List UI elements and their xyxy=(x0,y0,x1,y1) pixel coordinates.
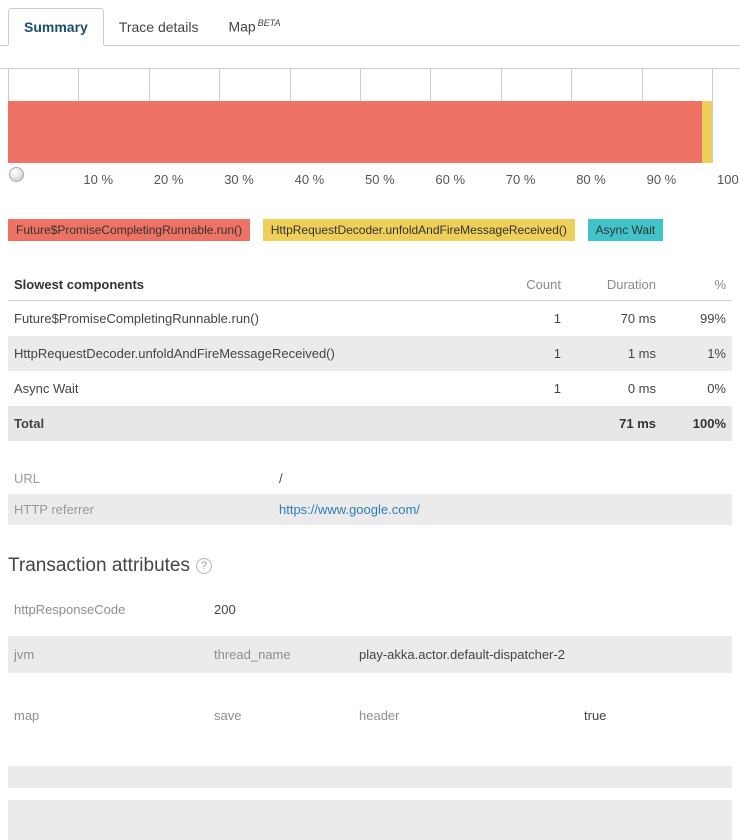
referrer-label: HTTP referrer xyxy=(14,502,94,517)
tab-trace-details-label: Trace details xyxy=(118,19,199,35)
url-value: / xyxy=(279,471,283,486)
component-name: HttpRequestDecoder.unfoldAndFireMessageR… xyxy=(14,346,335,361)
request-details: URL / HTTP referrer https://www.google.c… xyxy=(8,463,732,525)
attribute-value: play-akka.actor.default-dispatcher-2 xyxy=(359,647,565,662)
chart-legend: Future$PromiseCompletingRunnable.run() H… xyxy=(8,219,732,241)
attribute-row-placeholder xyxy=(8,766,732,788)
attribute-key: jvm xyxy=(14,647,35,662)
attribute-subkey: header xyxy=(359,708,400,723)
attribute-row: httpResponseCode 200 xyxy=(8,593,732,626)
component-percent: 99% xyxy=(699,311,726,326)
tab-bar: Summary Trace details Map BETA xyxy=(0,0,740,46)
slowest-components-table: Slowest components Count Duration % Futu… xyxy=(8,269,732,441)
attribute-key: map xyxy=(14,708,40,723)
referrer-row: HTTP referrer https://www.google.com/ xyxy=(8,494,732,525)
attribute-value: 200 xyxy=(214,602,236,617)
component-count: 1 xyxy=(553,311,561,326)
x-axis-tick-label: 100 % xyxy=(717,172,740,187)
url-label: URL xyxy=(14,471,41,486)
bar-segment[interactable] xyxy=(702,101,712,163)
tab-map[interactable]: Map BETA xyxy=(213,8,295,45)
referrer-link[interactable]: https://www.google.com/ xyxy=(279,502,420,517)
legend-item-http-request-decoder[interactable]: HttpRequestDecoder.unfoldAndFireMessageR… xyxy=(262,219,575,241)
chart-slider-handle[interactable] xyxy=(9,167,24,182)
x-axis-tick-label: 90 % xyxy=(646,172,677,187)
component-duration: 0 ms xyxy=(627,381,656,396)
table-total-row: Total 71 ms 100% xyxy=(8,406,732,441)
table-header-row: Slowest components Count Duration % xyxy=(8,269,732,301)
table-row: Future$PromiseCompletingRunnable.run() 1… xyxy=(8,301,732,336)
legend-item-promise-runnable[interactable]: Future$PromiseCompletingRunnable.run() xyxy=(8,219,251,241)
help-icon[interactable]: ? xyxy=(196,558,212,574)
transaction-attributes-heading: Transaction attributes? xyxy=(8,555,732,577)
component-name: Async Wait xyxy=(14,381,79,396)
component-count: 1 xyxy=(553,346,561,361)
component-duration: 70 ms xyxy=(620,311,656,326)
total-duration: 71 ms xyxy=(619,416,656,431)
x-axis-tick-label: 70 % xyxy=(505,172,536,187)
column-header-percent: % xyxy=(714,277,726,292)
component-name: Future$PromiseCompletingRunnable.run() xyxy=(14,311,259,326)
attribute-key: httpResponseCode xyxy=(14,602,126,617)
gridline xyxy=(712,69,713,163)
x-axis-tick-label: 20 % xyxy=(153,172,184,187)
component-percent: 0% xyxy=(707,381,726,396)
transaction-attributes-table: httpResponseCode 200 jvm thread_name pla… xyxy=(8,593,732,840)
legend-item-async-wait[interactable]: Async Wait xyxy=(587,219,664,241)
duration-breakdown-chart: 10 % 20 % 30 % 40 % 50 % 60 % 70 % 80 % 90 % 100 … xyxy=(0,68,740,195)
x-axis-tick-label: 80 % xyxy=(576,172,606,187)
component-duration: 1 ms xyxy=(627,346,656,361)
component-percent: 1% xyxy=(707,346,726,361)
x-axis-tick-label: 30 % xyxy=(224,172,254,187)
table-row: HttpRequestDecoder.unfoldAndFireMessageR… xyxy=(8,336,732,371)
x-axis-tick-label: 10 % xyxy=(83,172,114,187)
attribute-subkey: save xyxy=(214,708,242,723)
stacked-duration-bar xyxy=(8,101,712,163)
column-header-count: Count xyxy=(526,277,561,292)
x-axis-tick-label: 40 % xyxy=(294,172,325,187)
x-axis-tick-label: 60 % xyxy=(435,172,466,187)
tab-map-label: Map xyxy=(228,19,256,35)
attribute-row-placeholder xyxy=(8,800,732,840)
tab-summary[interactable]: Summary xyxy=(8,8,104,46)
attribute-subkey: thread_name xyxy=(214,647,291,662)
tab-summary-label: Summary xyxy=(24,19,88,35)
url-row: URL / xyxy=(8,463,732,494)
attribute-value: true xyxy=(584,708,607,723)
attribute-row: jvm thread_name play-akka.actor.default-… xyxy=(8,636,732,673)
component-count: 1 xyxy=(553,381,561,396)
tab-trace-details[interactable]: Trace details xyxy=(104,9,214,45)
column-header-duration: Duration xyxy=(606,277,656,292)
bar-segment[interactable] xyxy=(8,101,703,163)
table-title: Slowest components xyxy=(14,277,145,292)
table-row: Async Wait 1 0 ms 0% xyxy=(8,371,732,406)
x-axis-tick-label: 50 % xyxy=(365,172,395,187)
attribute-row: map save header true xyxy=(8,699,732,732)
transaction-attributes-title: Transaction attributes xyxy=(8,555,190,576)
chart-x-axis: 10 % 20 % 30 % 40 % 50 % 60 % 70 % 80 % 90 % 100 … xyxy=(8,163,740,195)
total-label: Total xyxy=(14,416,45,431)
total-percent: 100% xyxy=(692,416,726,431)
beta-badge: BETA xyxy=(257,18,281,29)
